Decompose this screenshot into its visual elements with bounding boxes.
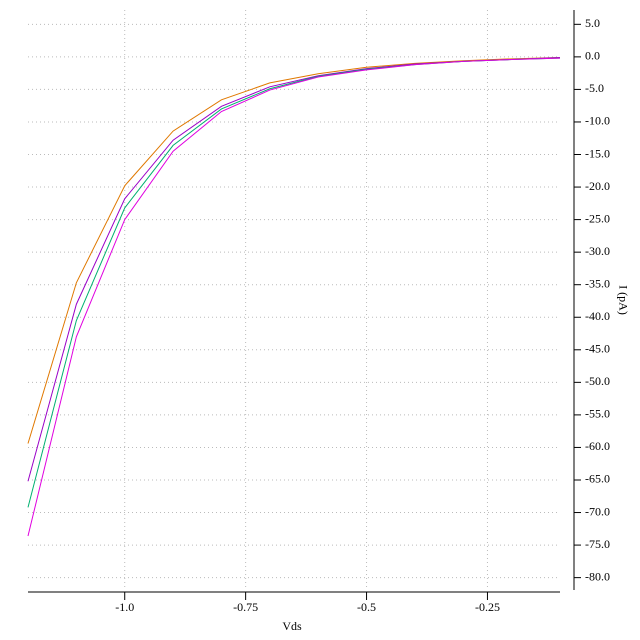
y-tick-label: -15.0 bbox=[585, 146, 610, 160]
series-line bbox=[27, 57, 561, 508]
x-tick-label: -0.75 bbox=[233, 600, 258, 614]
y-tick-label: -65.0 bbox=[585, 472, 610, 486]
y-tick-label: -25.0 bbox=[585, 211, 610, 225]
x-axis-label: Vds bbox=[282, 619, 302, 633]
x-tick-label: -1.0 bbox=[115, 600, 134, 614]
y-tick-label: -50.0 bbox=[585, 374, 610, 388]
x-tick-label: -0.5 bbox=[357, 600, 376, 614]
y-tick-label: -5.0 bbox=[585, 81, 604, 95]
y-tick-label: -55.0 bbox=[585, 407, 610, 421]
y-tick-label: -45.0 bbox=[585, 342, 610, 356]
y-tick-label: -40.0 bbox=[585, 309, 610, 323]
series-line bbox=[27, 57, 561, 444]
y-tick-label: -80.0 bbox=[585, 569, 610, 583]
y-tick-label: 5.0 bbox=[585, 16, 600, 30]
series-line bbox=[27, 57, 561, 537]
y-tick-label: -75.0 bbox=[585, 537, 610, 551]
series-line bbox=[27, 57, 561, 482]
y-tick-label: -30.0 bbox=[585, 244, 610, 258]
x-tick-label: -0.25 bbox=[475, 600, 500, 614]
y-tick-label: -10.0 bbox=[585, 114, 610, 128]
y-tick-label: 0.0 bbox=[585, 49, 600, 63]
y-tick-label: -60.0 bbox=[585, 439, 610, 453]
y-tick-label: -20.0 bbox=[585, 179, 610, 193]
y-tick-label: -35.0 bbox=[585, 276, 610, 290]
y-tick-label: -70.0 bbox=[585, 504, 610, 518]
y-axis-label: I (pA) bbox=[616, 285, 630, 315]
